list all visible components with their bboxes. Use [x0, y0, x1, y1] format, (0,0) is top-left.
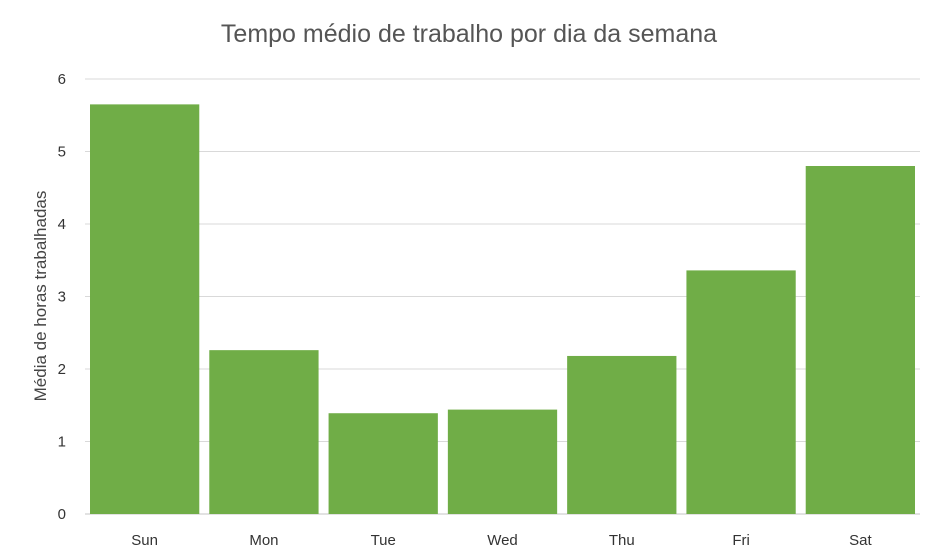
chart-title: Tempo médio de trabalho por dia da seman… [221, 20, 717, 48]
y-tick-label: 0 [58, 506, 66, 523]
y-tick-label: 3 [58, 289, 66, 306]
y-tick-label: 1 [58, 434, 66, 451]
x-tick-label: Fri [732, 532, 750, 549]
y-axis-ticks: 0 1 2 3 4 5 6 [58, 71, 66, 523]
x-tick-label: Sat [849, 532, 872, 549]
y-tick-label: 5 [58, 144, 66, 161]
x-tick-label: Mon [249, 532, 278, 549]
y-axis-label: Média de horas trabalhadas [31, 191, 50, 402]
x-tick-label: Tue [371, 532, 396, 549]
x-axis-ticks: Sun Mon Tue Wed Thu Fri Sat [131, 532, 872, 549]
x-tick-label: Sun [131, 532, 158, 549]
bar-sun [90, 104, 200, 514]
y-tick-label: 6 [58, 71, 66, 88]
bar-tue [328, 413, 438, 514]
bars [90, 104, 915, 514]
bar-fri [686, 270, 796, 514]
bar-sat [805, 166, 915, 514]
bar-thu [567, 355, 677, 514]
y-tick-label: 2 [58, 361, 66, 378]
y-tick-label: 4 [58, 216, 66, 233]
bar-wed [447, 409, 558, 514]
x-tick-label: Thu [609, 532, 635, 549]
bar-mon [209, 350, 319, 514]
x-tick-label: Wed [487, 532, 518, 549]
